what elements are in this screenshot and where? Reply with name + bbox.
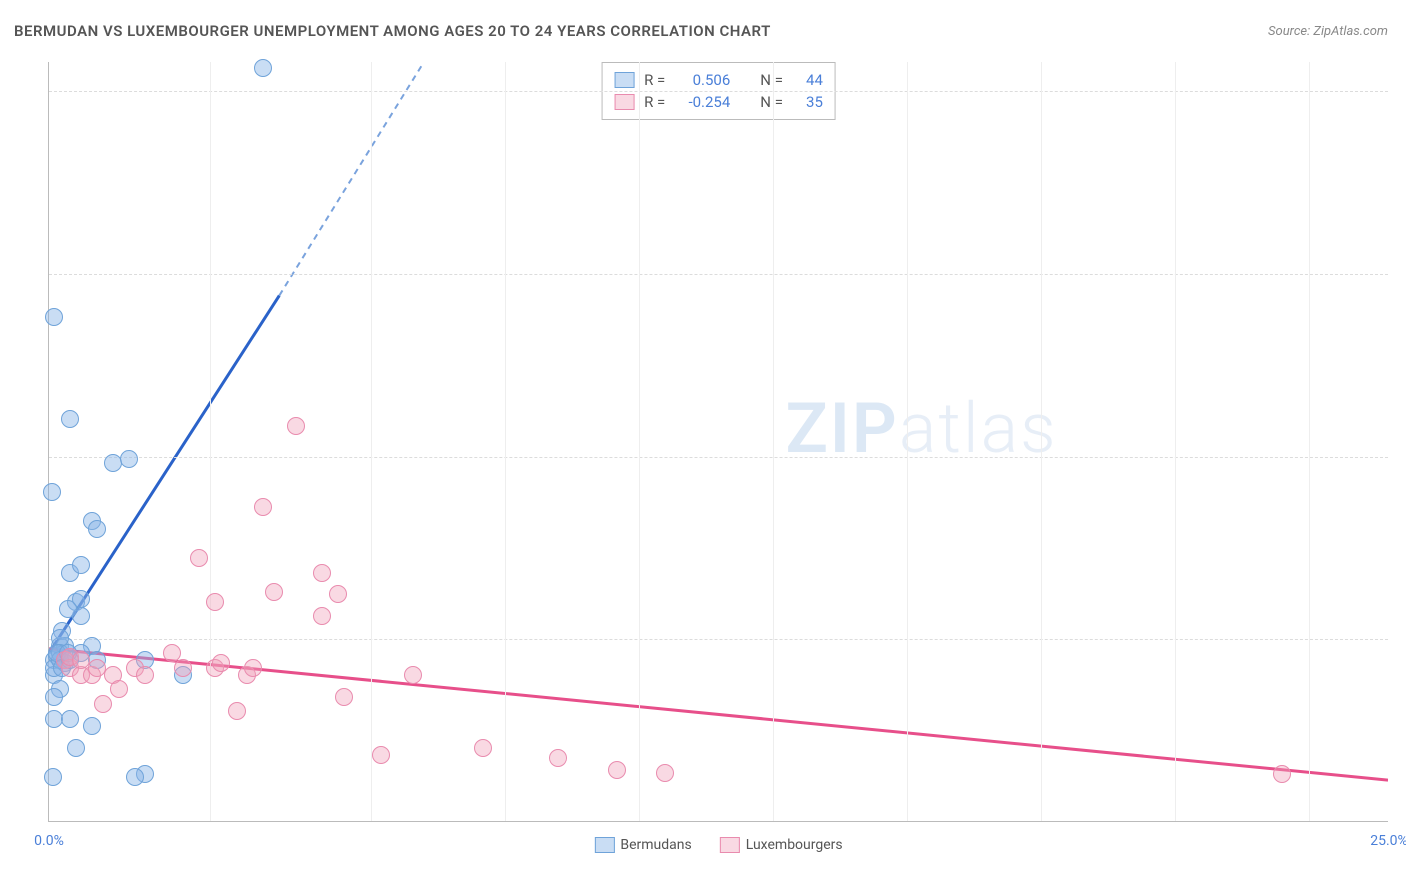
legend-r-label: R = — [644, 93, 665, 111]
legend-item: Luxembourgers — [720, 837, 843, 853]
data-point — [61, 710, 79, 728]
legend-swatch — [614, 72, 634, 88]
grid-line-h — [49, 639, 1388, 640]
data-point — [549, 749, 567, 767]
legend-n-label: N = — [760, 93, 783, 111]
data-point — [83, 717, 101, 735]
x-tick-label: 25.0% — [1370, 833, 1406, 849]
data-point — [335, 688, 353, 706]
data-point — [88, 520, 106, 538]
data-point — [1273, 765, 1291, 783]
grid-line-v — [1175, 62, 1176, 821]
data-point — [72, 556, 90, 574]
data-point — [244, 659, 262, 677]
trend-lines-layer — [49, 62, 1388, 821]
data-point — [254, 498, 272, 516]
data-point — [206, 593, 224, 611]
grid-line-v — [505, 62, 506, 821]
data-point — [265, 583, 283, 601]
data-point — [94, 695, 112, 713]
data-point — [45, 308, 63, 326]
data-point — [67, 739, 85, 757]
grid-line-v — [639, 62, 640, 821]
data-point — [43, 483, 61, 501]
legend-swatch — [614, 94, 634, 110]
data-point — [120, 450, 138, 468]
grid-line-v — [907, 62, 908, 821]
legend-r-value: 0.506 — [675, 71, 730, 89]
source-label: Source: ZipAtlas.com — [1268, 24, 1388, 39]
legend-row: R = -0.254 N = 35 — [614, 91, 823, 113]
legend-n-label: N = — [760, 71, 783, 89]
data-point — [474, 739, 492, 757]
data-point — [44, 768, 62, 786]
y-tick-label: 25.0% — [1398, 449, 1406, 465]
legend-swatch — [720, 837, 740, 853]
data-point — [212, 654, 230, 672]
grid-line-h — [49, 91, 1388, 92]
data-point — [110, 680, 128, 698]
data-point — [61, 410, 79, 428]
data-point — [313, 607, 331, 625]
y-tick-label: 50.0% — [1398, 83, 1406, 99]
legend-n-value: 35 — [793, 93, 823, 111]
grid-line-v — [371, 62, 372, 821]
legend-swatch — [594, 837, 614, 853]
grid-line-v — [773, 62, 774, 821]
grid-line-v — [1309, 62, 1310, 821]
grid-line-v — [210, 62, 211, 821]
x-tick-label: 0.0% — [34, 833, 64, 849]
data-point — [608, 761, 626, 779]
legend-r-label: R = — [644, 71, 665, 89]
legend-row: R = 0.506 N = 44 — [614, 69, 823, 91]
data-point — [45, 688, 63, 706]
watermark: ZIPatlas — [785, 388, 1057, 470]
y-tick-label: 12.5% — [1398, 631, 1406, 647]
chart-title: BERMUDAN VS LUXEMBOURGER UNEMPLOYMENT AM… — [14, 22, 771, 40]
y-tick-label: 37.5% — [1398, 266, 1406, 282]
data-point — [404, 666, 422, 684]
data-point — [174, 659, 192, 677]
data-point — [329, 585, 347, 603]
legend-label: Bermudans — [620, 837, 691, 853]
data-point — [190, 549, 208, 567]
data-point — [254, 59, 272, 77]
data-point — [656, 764, 674, 782]
data-point — [313, 564, 331, 582]
legend-n-value: 44 — [793, 71, 823, 89]
data-point — [59, 600, 77, 618]
data-point — [136, 666, 154, 684]
legend-item: Bermudans — [594, 837, 691, 853]
data-point — [126, 768, 144, 786]
grid-line-h — [49, 457, 1388, 458]
data-point — [228, 702, 246, 720]
legend-r-value: -0.254 — [675, 93, 730, 111]
series-legend: Bermudans Luxembourgers — [594, 837, 842, 853]
data-point — [372, 746, 390, 764]
data-point — [287, 417, 305, 435]
grid-line-v — [1041, 62, 1042, 821]
plot-area: ZIPatlas R =0.506N =44R =-0.254N =35 Ber… — [48, 62, 1388, 822]
legend-label: Luxembourgers — [746, 837, 843, 853]
grid-line-h — [49, 274, 1388, 275]
